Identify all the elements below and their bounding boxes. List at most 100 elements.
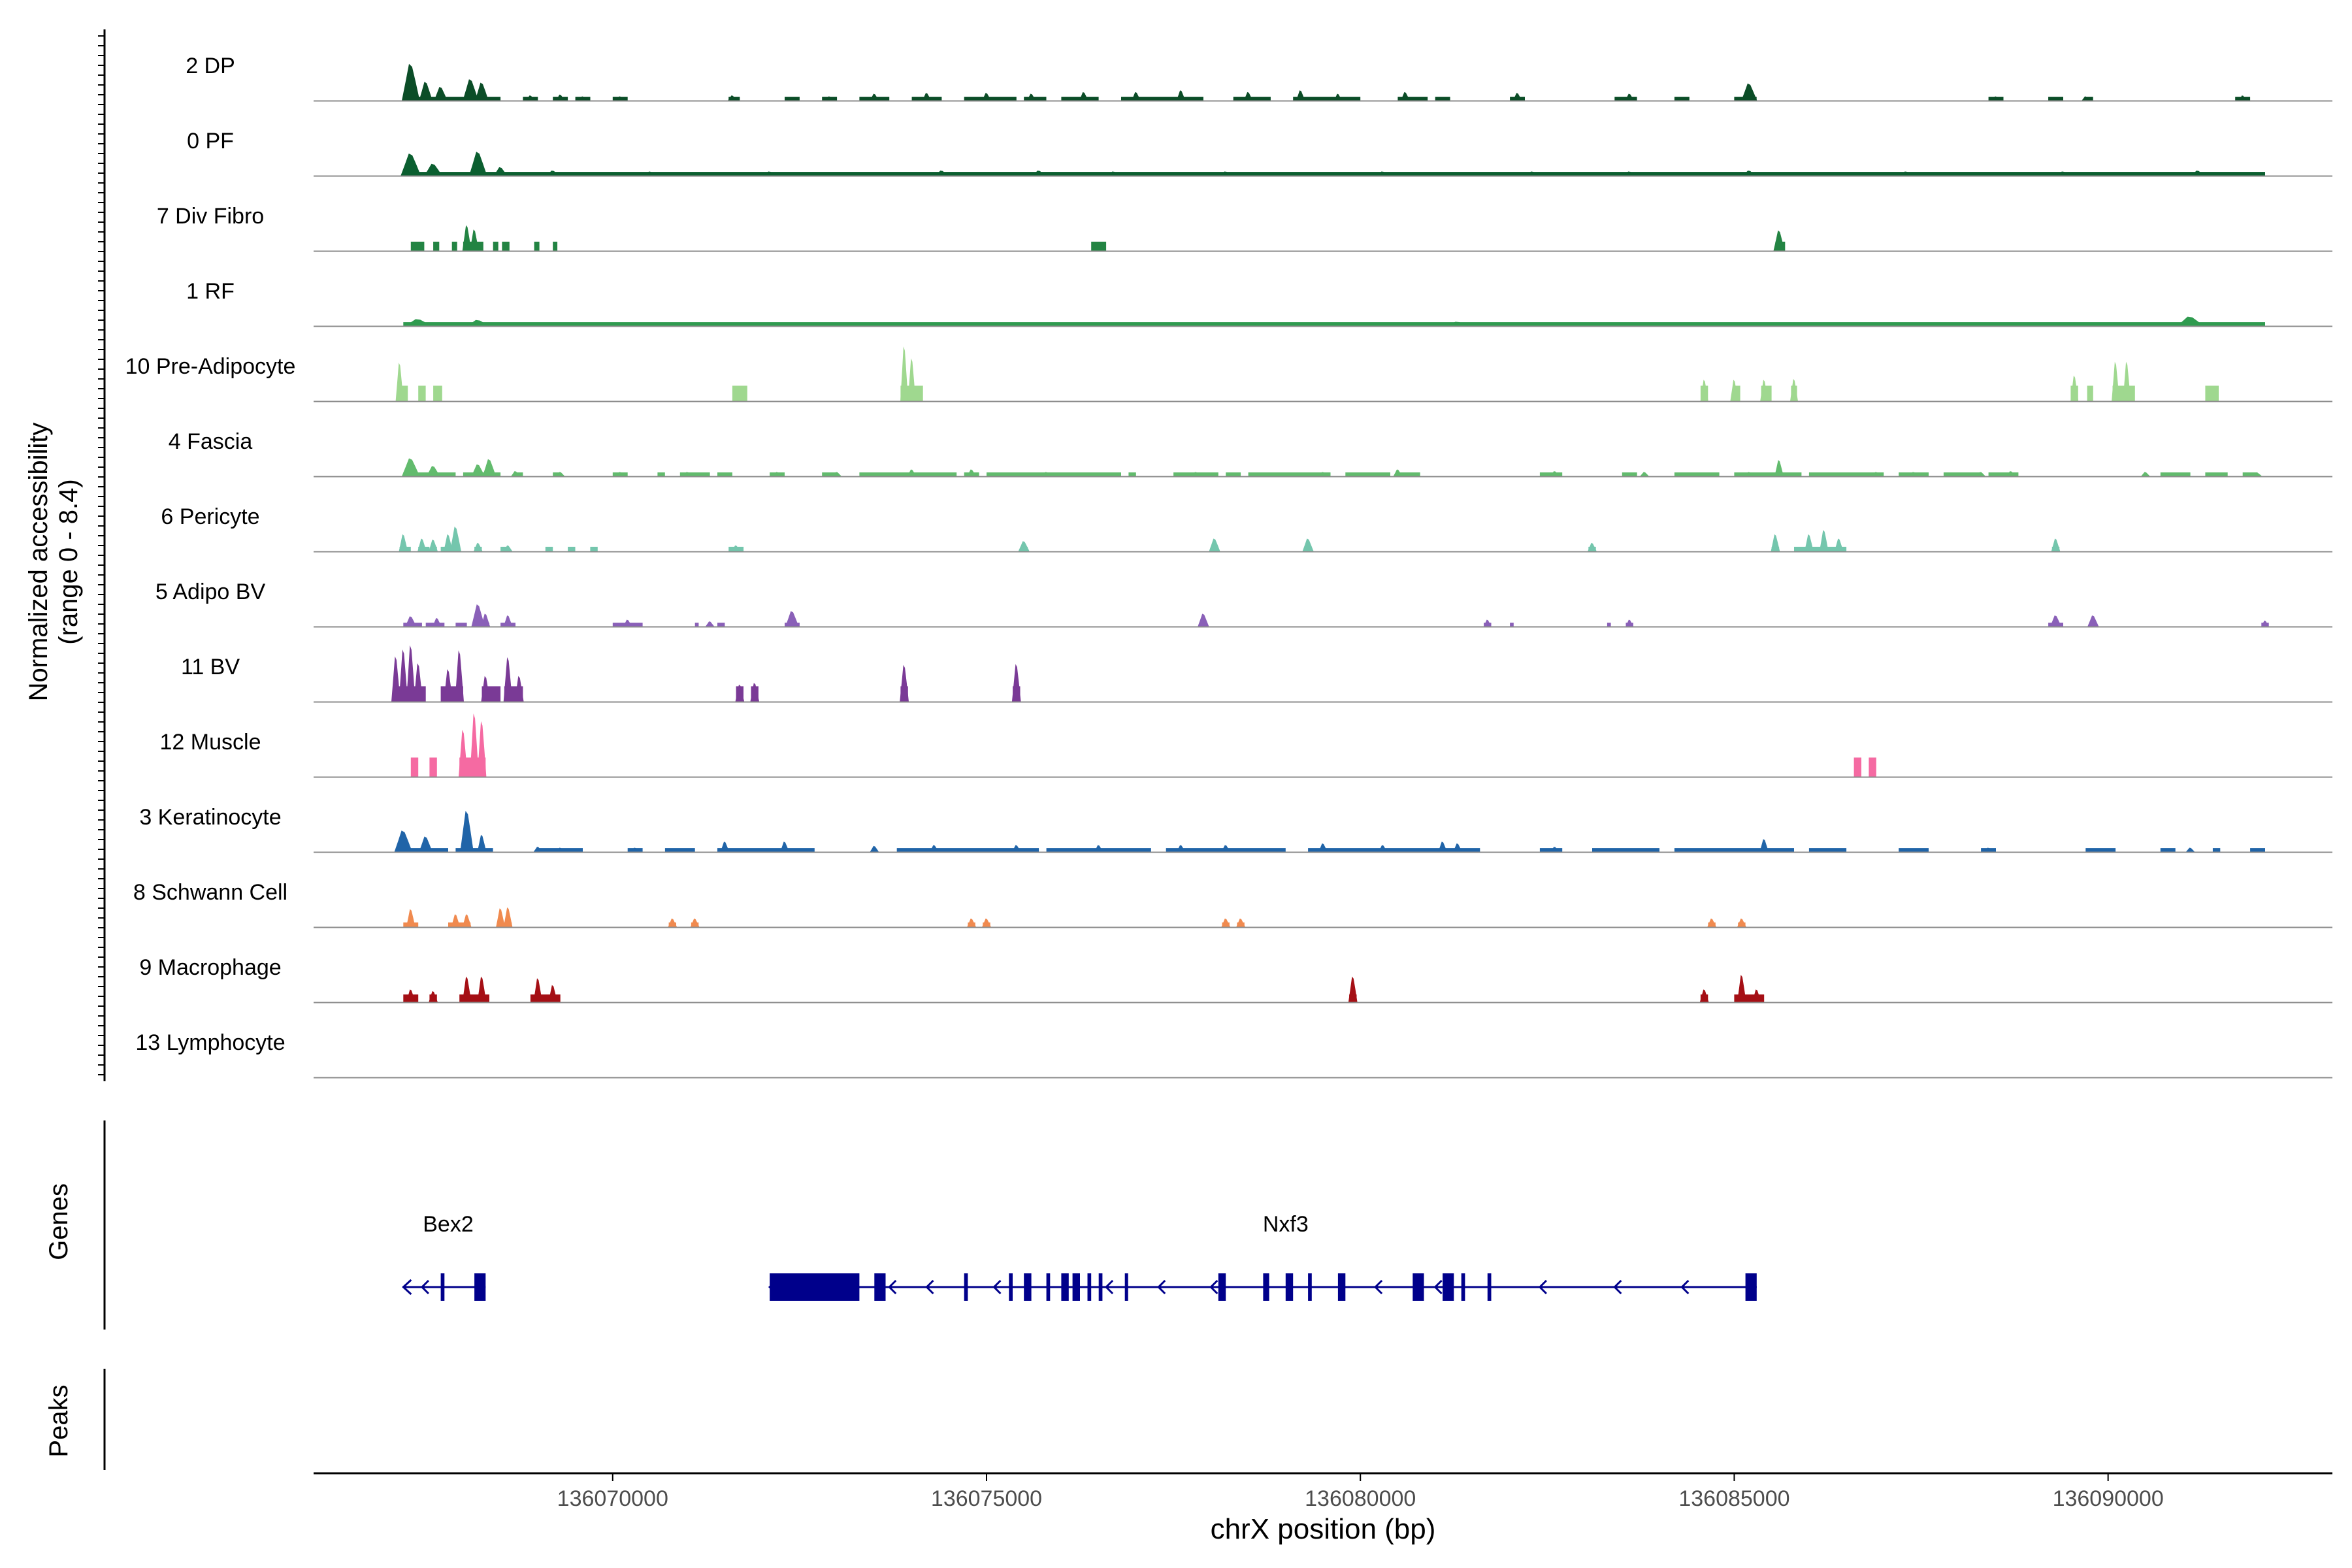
accessibility-peak <box>623 619 632 627</box>
accessibility-peak <box>406 909 416 927</box>
accessibility-peak <box>1393 469 1403 476</box>
accessibility-peak <box>2191 171 2205 176</box>
accessibility-peak <box>1176 90 1186 101</box>
accessibility-peak <box>1512 93 1522 101</box>
accessibility-peak <box>1550 847 1560 852</box>
accessibility-peak <box>2253 472 2262 476</box>
x-tick-label: 136070000 <box>557 1486 668 1511</box>
coverage-segment <box>2212 848 2221 852</box>
accessibility-peak <box>832 472 841 476</box>
accessibility-peak <box>1198 613 1209 627</box>
accessibility-peak <box>2051 538 2061 551</box>
coverage-segment <box>717 848 815 852</box>
accessibility-peak <box>471 604 485 627</box>
coverage-segment <box>2250 848 2265 852</box>
accessibility-peak <box>772 472 782 476</box>
accessibility-peak <box>870 845 879 852</box>
strand-arrow <box>1613 1279 1622 1295</box>
accessibility-peak <box>982 918 991 927</box>
accessibility-peak <box>1348 976 1358 1002</box>
accessibility-peak <box>825 96 834 101</box>
coverage-segment <box>455 848 493 852</box>
accessibility-peak <box>1107 171 1120 176</box>
coverage-segment <box>1510 623 1514 627</box>
accessibility-peak <box>1302 538 1314 551</box>
accessibility-peak <box>460 811 474 852</box>
track-label-6-pericyte: 6 Pericyte <box>161 504 259 529</box>
coverage-segment <box>1607 623 1611 627</box>
coverage-segment <box>2048 97 2063 101</box>
coverage-segment <box>403 172 2265 176</box>
coverage-segment <box>410 241 425 251</box>
gene-label-nxf3: Nxf3 <box>1263 1212 1309 1237</box>
accessibility-peak <box>1625 93 1635 101</box>
coverage-segment <box>2087 385 2093 401</box>
track-label-1-rf: 1 RF <box>186 279 235 304</box>
axes: 136070000 136075000 136080000 136085000 1360… <box>98 29 2332 1511</box>
accessibility-peak <box>417 538 427 551</box>
coverage-segment <box>500 546 508 551</box>
gene-start-arrow <box>768 1279 779 1296</box>
track-12-muscle: 12 Muscle <box>160 713 2332 778</box>
strand-arrow <box>1157 1279 1166 1295</box>
coverage-segment <box>451 241 457 251</box>
accessibility-peak <box>1446 321 1469 326</box>
coverage-segment <box>1308 848 1480 852</box>
strand-arrow <box>925 1279 934 1295</box>
accessibility-peak <box>503 657 513 702</box>
accessibility-peak <box>404 319 432 326</box>
gene-bex2: Bex2 <box>402 1212 486 1301</box>
accessibility-peak <box>1094 845 1103 852</box>
accessibility-peak <box>1483 619 1492 627</box>
accessibility-peak <box>1773 230 1785 251</box>
accessibility-peak <box>546 171 560 176</box>
coverage-segment <box>1734 472 1802 476</box>
gene-exon <box>1218 1273 1226 1301</box>
accessibility-peak <box>475 82 489 101</box>
accessibility-peak <box>785 611 799 627</box>
accessibility-peak <box>419 82 433 101</box>
accessibility-peak <box>668 918 678 927</box>
accessibility-peak <box>1550 471 1560 476</box>
coverage-segment <box>403 97 501 101</box>
coverage-segment <box>1233 97 1271 101</box>
accessibility-peak <box>533 847 543 852</box>
accessibility-peak <box>1296 90 1305 101</box>
accessibility-peak <box>463 79 479 101</box>
coverage-segment <box>1293 97 1361 101</box>
accessibility-peak <box>2261 620 2269 627</box>
accessibility-peak <box>482 459 497 476</box>
coverage-segment <box>1674 848 1794 852</box>
accessibility-peak <box>1124 322 1148 326</box>
accessibility-peak <box>1011 845 1021 852</box>
accessibility-peak <box>2050 615 2062 627</box>
accessibility-peak <box>451 914 461 927</box>
gene-exon <box>964 1273 968 1301</box>
accessibility-peak <box>481 613 491 627</box>
gene-exon <box>1413 1273 1424 1301</box>
accessibility-peak <box>967 918 976 927</box>
x-tick-label: 136080000 <box>1305 1486 1416 1511</box>
coverage-segment <box>553 472 561 476</box>
accessibility-peak <box>426 466 440 476</box>
accessibility-peak <box>1741 83 1757 101</box>
accessibility-peak <box>1774 460 1784 476</box>
accessibility-peak <box>2177 316 2204 326</box>
accessibility-peak <box>459 730 468 777</box>
coverage-segment <box>1024 97 1047 101</box>
accessibility-peak <box>780 841 789 852</box>
coverage-segment <box>1943 472 1982 476</box>
coverage-segment <box>1121 97 1203 101</box>
coverage-segment <box>1091 241 1107 251</box>
coverage-segment <box>1614 97 1637 101</box>
accessibility-peak <box>982 93 991 101</box>
coverage-segment <box>1128 472 1136 476</box>
accessibility-peak <box>1992 96 2000 101</box>
coverage-segment <box>545 546 553 551</box>
accessibility-peak <box>1026 93 1036 101</box>
accessibility-peak <box>548 985 558 1002</box>
track-label-8-schwann-cell: 8 Schwann Cell <box>133 880 287 905</box>
accessibility-peak <box>511 471 520 476</box>
strand-arrow <box>992 1279 1002 1295</box>
accessibility-peak <box>1401 91 1410 101</box>
